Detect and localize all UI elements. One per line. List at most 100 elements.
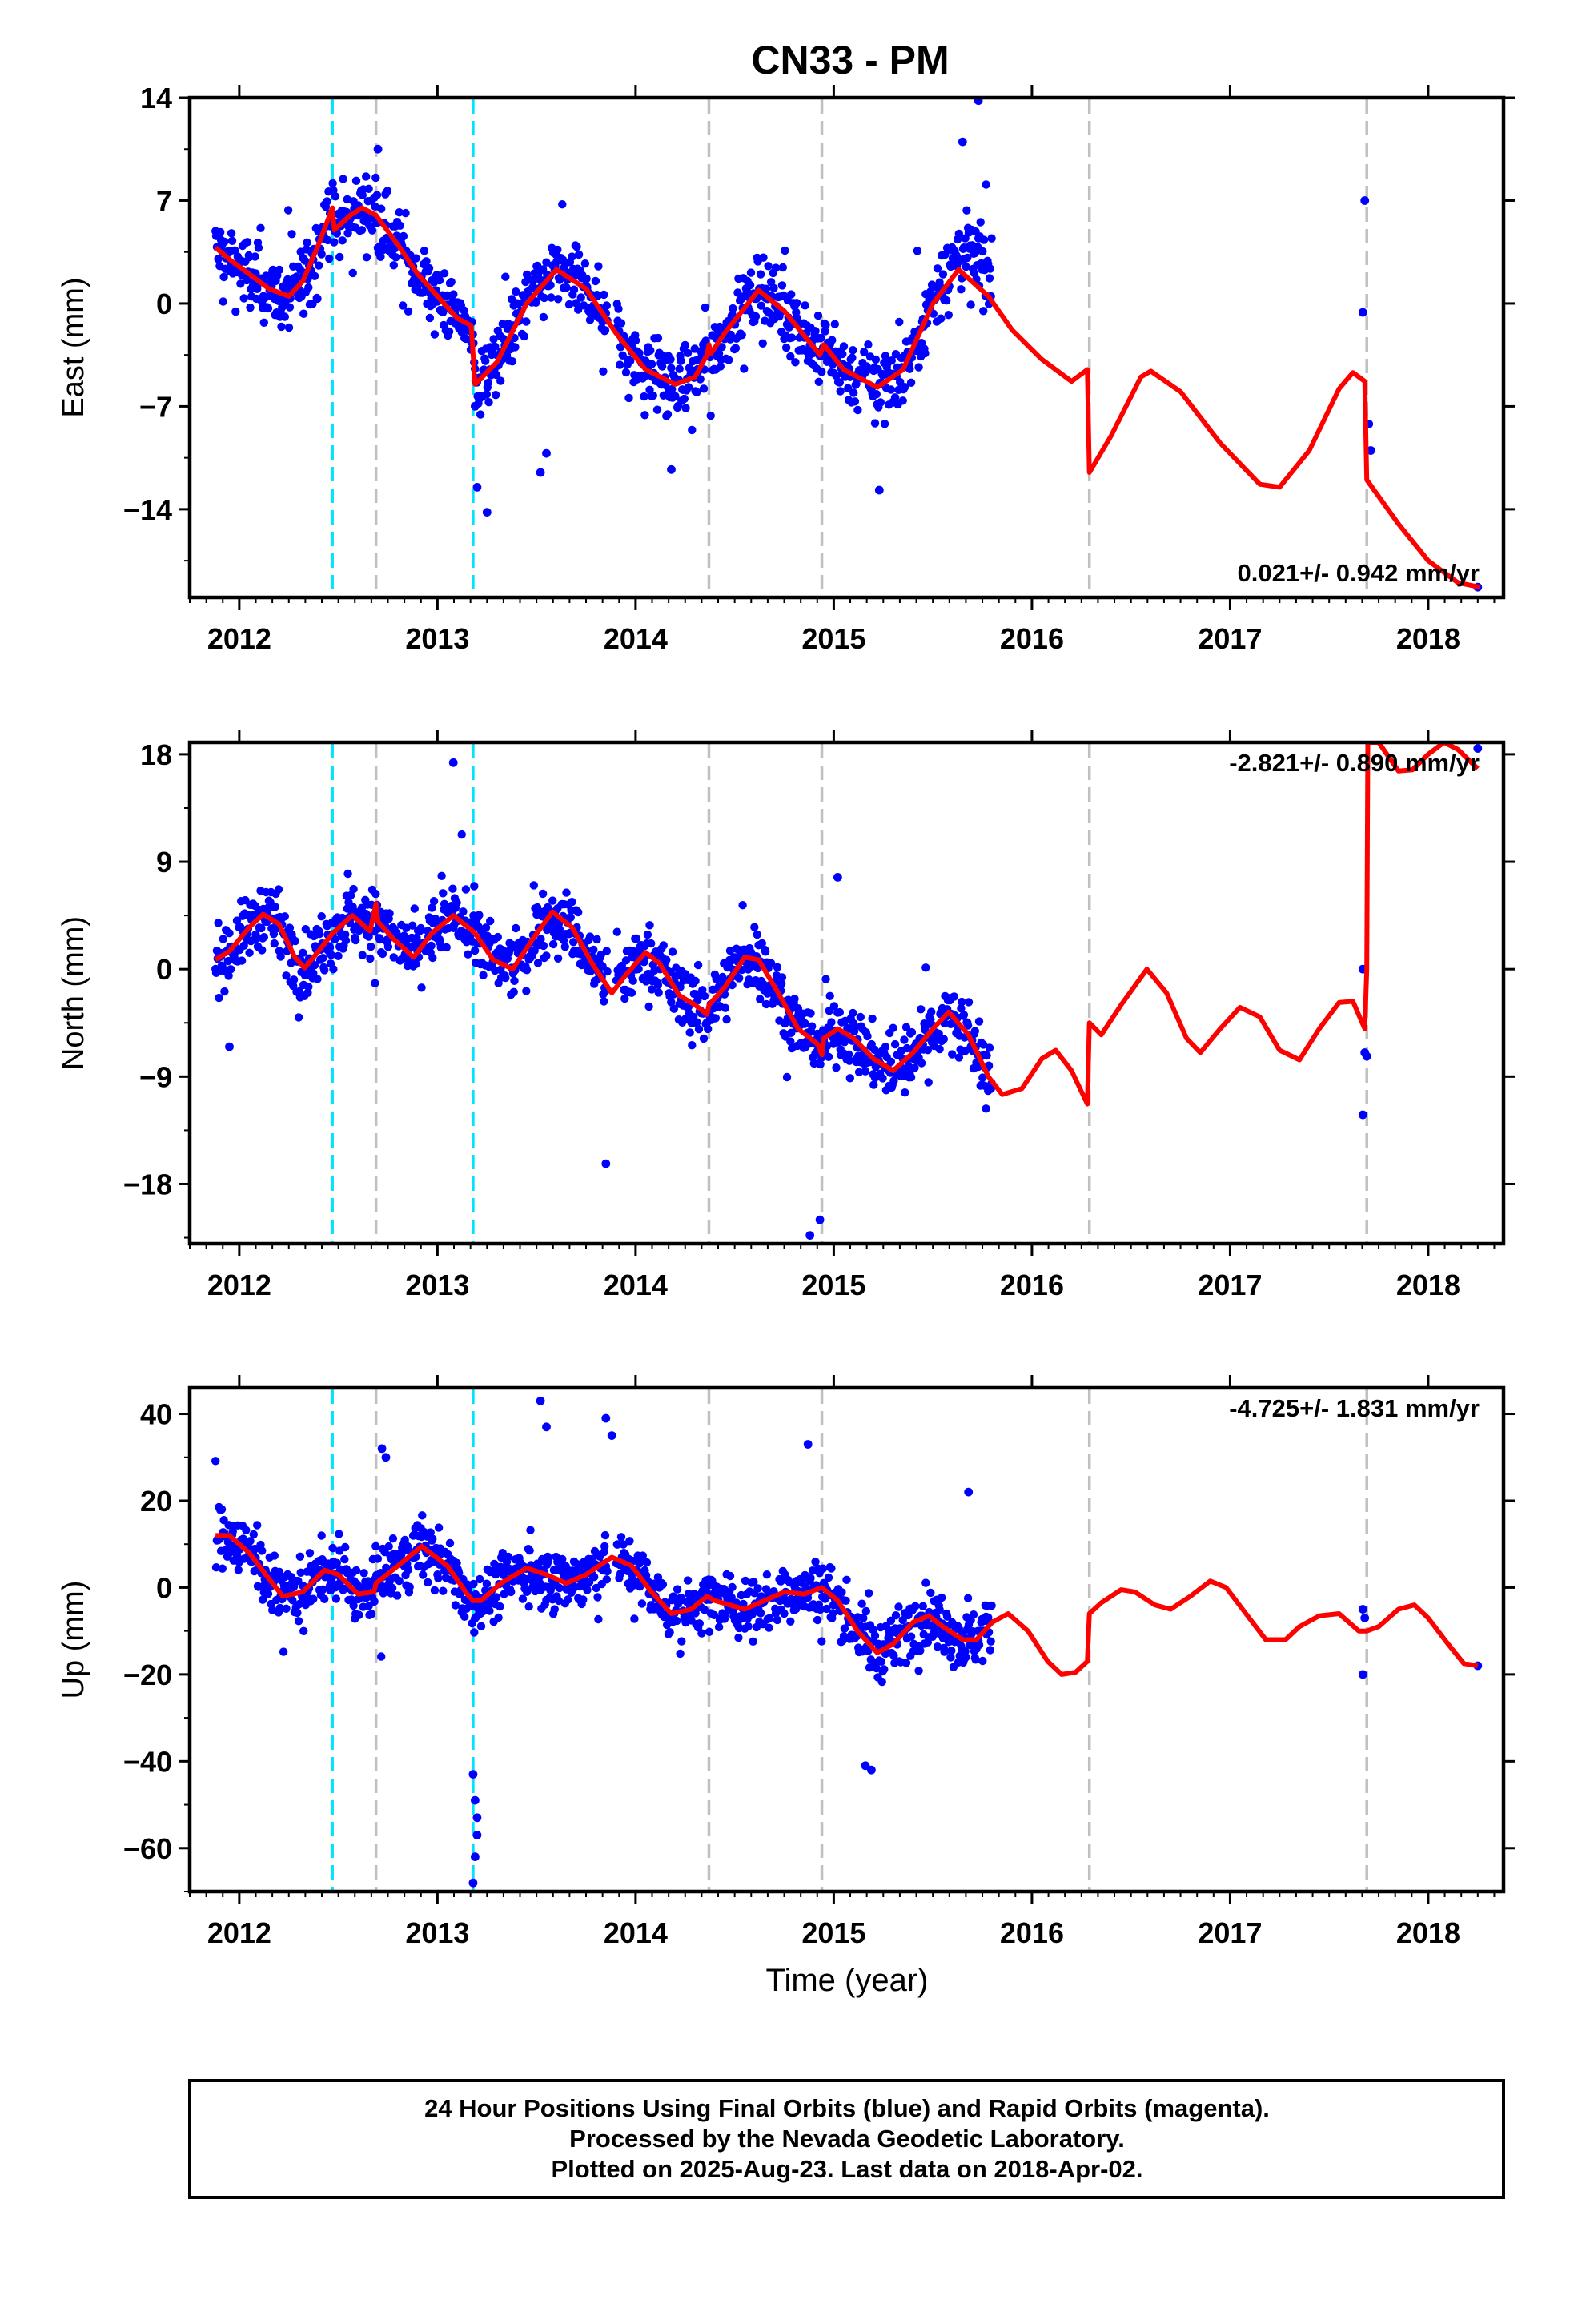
data-point: [245, 948, 254, 958]
data-point: [833, 873, 842, 882]
data-point: [524, 1602, 533, 1611]
data-point: [219, 272, 228, 282]
data-point: [540, 293, 548, 303]
data-point: [749, 1578, 758, 1586]
data-point: [665, 1628, 674, 1637]
data-point: [277, 322, 286, 332]
x-tick-label: 2016: [1000, 1269, 1064, 1301]
data-point: [941, 250, 950, 259]
data-point: [572, 299, 580, 308]
data-point: [544, 1557, 553, 1566]
x-tick-label: 2014: [604, 1269, 668, 1301]
data-point: [484, 398, 493, 407]
y-tick-label: 0: [156, 1571, 172, 1604]
data-point: [442, 943, 451, 952]
y-axis-label: North (mm): [57, 916, 90, 1070]
data-point: [470, 1628, 479, 1637]
data-point: [817, 1637, 826, 1646]
data-point: [954, 229, 964, 239]
plot-frame: [187, 1385, 1506, 1894]
data-point: [777, 281, 787, 290]
data-point: [699, 1034, 709, 1043]
data-point: [295, 1552, 305, 1562]
data-point: [786, 352, 795, 361]
data-point: [425, 313, 435, 323]
data-point: [439, 889, 448, 898]
data-point: [568, 252, 576, 261]
data-point: [916, 1646, 925, 1655]
data-point: [310, 961, 319, 970]
data-point: [693, 1018, 701, 1027]
chart-title: CN33 - PM: [751, 38, 949, 82]
data-point: [566, 913, 575, 922]
data-point: [880, 1665, 889, 1674]
data-point: [761, 999, 771, 1009]
data-point: [294, 1617, 303, 1626]
data-point: [275, 1567, 284, 1577]
data-point: [448, 758, 458, 767]
data-point: [848, 353, 857, 362]
data-point: [957, 285, 966, 294]
data-point: [787, 290, 796, 299]
data-point: [837, 1588, 846, 1597]
data-point: [867, 1765, 876, 1775]
data-point: [614, 304, 623, 313]
data-point: [693, 960, 703, 970]
data-point: [343, 195, 351, 204]
data-point: [830, 320, 840, 328]
data-point: [510, 976, 519, 986]
daily-positions: [211, 744, 1483, 1240]
data-point: [827, 1018, 836, 1027]
data-point: [721, 1610, 730, 1618]
data-point: [898, 396, 907, 405]
data-point: [219, 935, 227, 943]
data-point: [319, 954, 327, 963]
data-point: [243, 238, 252, 247]
footer-line-3: Plotted on 2025-Aug-23. Last data on 201…: [551, 2155, 1142, 2183]
data-point: [861, 1761, 870, 1771]
data-point: [282, 1604, 291, 1614]
data-point: [461, 885, 471, 894]
velocity-rate-label: 0.021+/- 0.942 mm/yr: [1238, 559, 1480, 587]
data-point: [600, 326, 610, 335]
data-point: [926, 1588, 935, 1598]
data-point: [389, 953, 398, 962]
data-point: [813, 311, 823, 320]
data-point: [985, 1043, 994, 1052]
data-point: [451, 1601, 460, 1610]
data-point: [895, 317, 904, 327]
data-point: [459, 907, 468, 916]
data-point: [835, 1007, 845, 1017]
x-tick-label: 2012: [207, 1916, 271, 1949]
data-point: [291, 936, 299, 946]
data-point: [268, 1606, 277, 1614]
data-point: [280, 912, 289, 921]
data-point: [287, 230, 296, 239]
x-axis-label: Time (year): [766, 1963, 929, 1998]
data-point: [970, 268, 979, 278]
data-point: [805, 1231, 815, 1240]
data-point: [860, 348, 869, 356]
data-point: [258, 1595, 267, 1604]
data-point: [372, 191, 382, 199]
data-point: [634, 964, 643, 974]
data-point: [289, 975, 299, 984]
y-axis-label: East (mm): [57, 277, 90, 417]
data-point: [471, 946, 480, 955]
data-point: [787, 333, 797, 342]
data-point: [927, 1007, 936, 1016]
data-point: [472, 483, 482, 492]
data-point: [335, 252, 344, 262]
data-point: [550, 1605, 559, 1614]
data-point: [445, 1538, 455, 1548]
data-point: [429, 897, 439, 906]
data-point: [982, 1104, 990, 1113]
y-tick-label: −18: [123, 1168, 172, 1200]
data-point: [349, 884, 358, 894]
data-point: [640, 392, 648, 401]
data-point: [901, 383, 909, 392]
data-point: [367, 226, 377, 235]
data-point: [348, 268, 357, 278]
x-tick-label: 2015: [801, 622, 865, 655]
data-point: [395, 208, 404, 217]
